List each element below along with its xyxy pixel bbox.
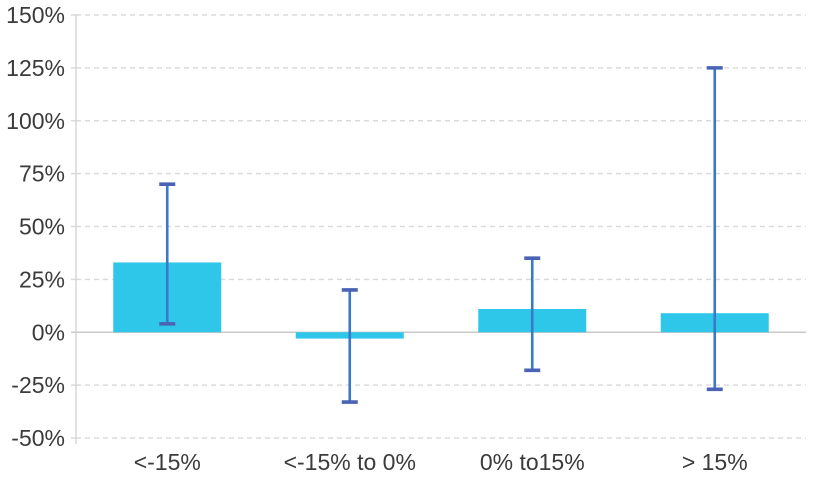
y-tick-label: 75%: [19, 161, 65, 187]
y-tick-label: -50%: [11, 425, 65, 451]
x-category-label: <-15% to 0%: [284, 449, 416, 475]
y-tick-label: -25%: [11, 372, 65, 398]
y-tick-label: 150%: [6, 2, 65, 28]
y-tick-label: 25%: [19, 266, 65, 292]
y-tick-label: 125%: [6, 55, 65, 81]
x-category-label: <-15%: [134, 449, 201, 475]
x-category-label: > 15%: [682, 449, 748, 475]
y-tick-label: 100%: [6, 108, 65, 134]
y-tick-label: 0%: [32, 319, 65, 345]
x-category-label: 0% to15%: [480, 449, 585, 475]
y-tick-label: 50%: [19, 214, 65, 240]
